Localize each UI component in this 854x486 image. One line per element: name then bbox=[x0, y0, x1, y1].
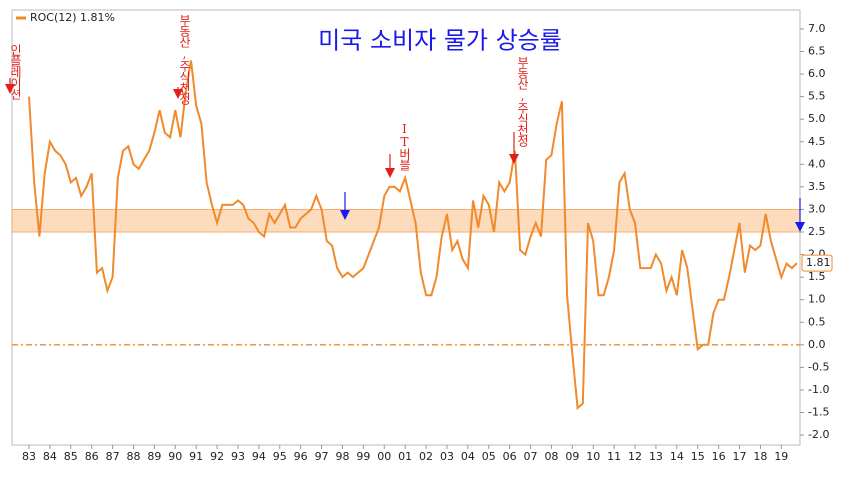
arrow-head bbox=[795, 222, 805, 232]
arrow-head bbox=[340, 210, 350, 220]
x-tick-label: 99 bbox=[356, 450, 370, 463]
x-tick-label: 98 bbox=[335, 450, 349, 463]
x-tick-label: 08 bbox=[544, 450, 558, 463]
x-tick-label: 02 bbox=[419, 450, 433, 463]
arrow-head bbox=[509, 154, 519, 164]
y-tick-label: 1.0 bbox=[808, 293, 826, 306]
x-tick-label: 13 bbox=[649, 450, 663, 463]
y-tick-label: -2.0 bbox=[808, 428, 829, 441]
legend-label: ROC(12) 1.81% bbox=[30, 11, 115, 24]
y-tick-label: 0.0 bbox=[808, 338, 826, 351]
y-tick-label: -1.5 bbox=[808, 406, 829, 419]
x-tick-label: 07 bbox=[524, 450, 538, 463]
last-value-box bbox=[801, 254, 833, 272]
last-value-label: 1.81 bbox=[806, 256, 831, 269]
x-tick-label: 00 bbox=[377, 450, 391, 463]
y-tick-label: 3.0 bbox=[808, 202, 826, 215]
y-tick-label: 6.0 bbox=[808, 67, 826, 80]
annotation: 인플레이션 bbox=[9, 44, 23, 100]
x-tick-label: 05 bbox=[482, 450, 496, 463]
x-tick-label: 12 bbox=[628, 450, 642, 463]
y-tick-label: 5.5 bbox=[808, 90, 826, 103]
x-tick-label: 94 bbox=[252, 450, 266, 463]
x-tick-label: 91 bbox=[189, 450, 203, 463]
x-tick-label: 89 bbox=[147, 450, 161, 463]
target-band bbox=[11, 209, 801, 233]
x-tick-label: 03 bbox=[440, 450, 454, 463]
y-tick-label: 1.5 bbox=[808, 270, 826, 283]
arrow-head bbox=[173, 89, 183, 99]
y-tick-label: 4.0 bbox=[808, 157, 826, 170]
arrow-head bbox=[385, 168, 395, 178]
x-tick-label: 10 bbox=[586, 450, 600, 463]
x-tick-label: 16 bbox=[712, 450, 726, 463]
annotation: 부동산,주식천정 bbox=[178, 14, 192, 105]
x-tick-label: 18 bbox=[753, 450, 767, 463]
x-tick-label: 09 bbox=[565, 450, 579, 463]
y-tick-label: 5.0 bbox=[808, 112, 826, 125]
y-tick-label: 6.5 bbox=[808, 45, 826, 58]
data-line bbox=[28, 60, 798, 411]
chart-title: 미국 소비자 물가 상승률 bbox=[318, 27, 562, 55]
x-tick-label: 96 bbox=[294, 450, 308, 463]
x-tick-label: 84 bbox=[43, 450, 57, 463]
x-tick-label: 19 bbox=[774, 450, 788, 463]
x-tick-label: 93 bbox=[231, 450, 245, 463]
y-tick-label: 4.5 bbox=[808, 135, 826, 148]
x-tick-label: 95 bbox=[273, 450, 287, 463]
x-tick-label: 11 bbox=[607, 450, 621, 463]
annotation: 부동산,주식천정 bbox=[516, 56, 530, 147]
y-tick-label: -0.5 bbox=[808, 360, 829, 373]
x-tick-label: 17 bbox=[733, 450, 747, 463]
x-tick-label: 86 bbox=[85, 450, 99, 463]
y-tick-label: -1.0 bbox=[808, 383, 829, 396]
x-tick-label: 01 bbox=[398, 450, 412, 463]
y-tick-label: 0.5 bbox=[808, 315, 826, 328]
x-tick-label: 14 bbox=[670, 450, 684, 463]
annotation: IT버블 bbox=[398, 122, 412, 171]
x-tick-label: 06 bbox=[503, 450, 517, 463]
y-tick-label: 3.5 bbox=[808, 180, 826, 193]
x-tick-label: 83 bbox=[22, 450, 36, 463]
arrow-head bbox=[5, 84, 15, 94]
x-tick-label: 90 bbox=[168, 450, 182, 463]
x-tick-label: 88 bbox=[126, 450, 140, 463]
x-tick-label: 15 bbox=[691, 450, 705, 463]
x-tick-label: 87 bbox=[106, 450, 120, 463]
x-tick-label: 85 bbox=[64, 450, 78, 463]
x-tick-label: 04 bbox=[461, 450, 475, 463]
x-tick-label: 97 bbox=[315, 450, 329, 463]
y-tick-label: 7.0 bbox=[808, 22, 826, 35]
y-tick-label: 2.5 bbox=[808, 225, 826, 238]
x-tick-label: 92 bbox=[210, 450, 224, 463]
